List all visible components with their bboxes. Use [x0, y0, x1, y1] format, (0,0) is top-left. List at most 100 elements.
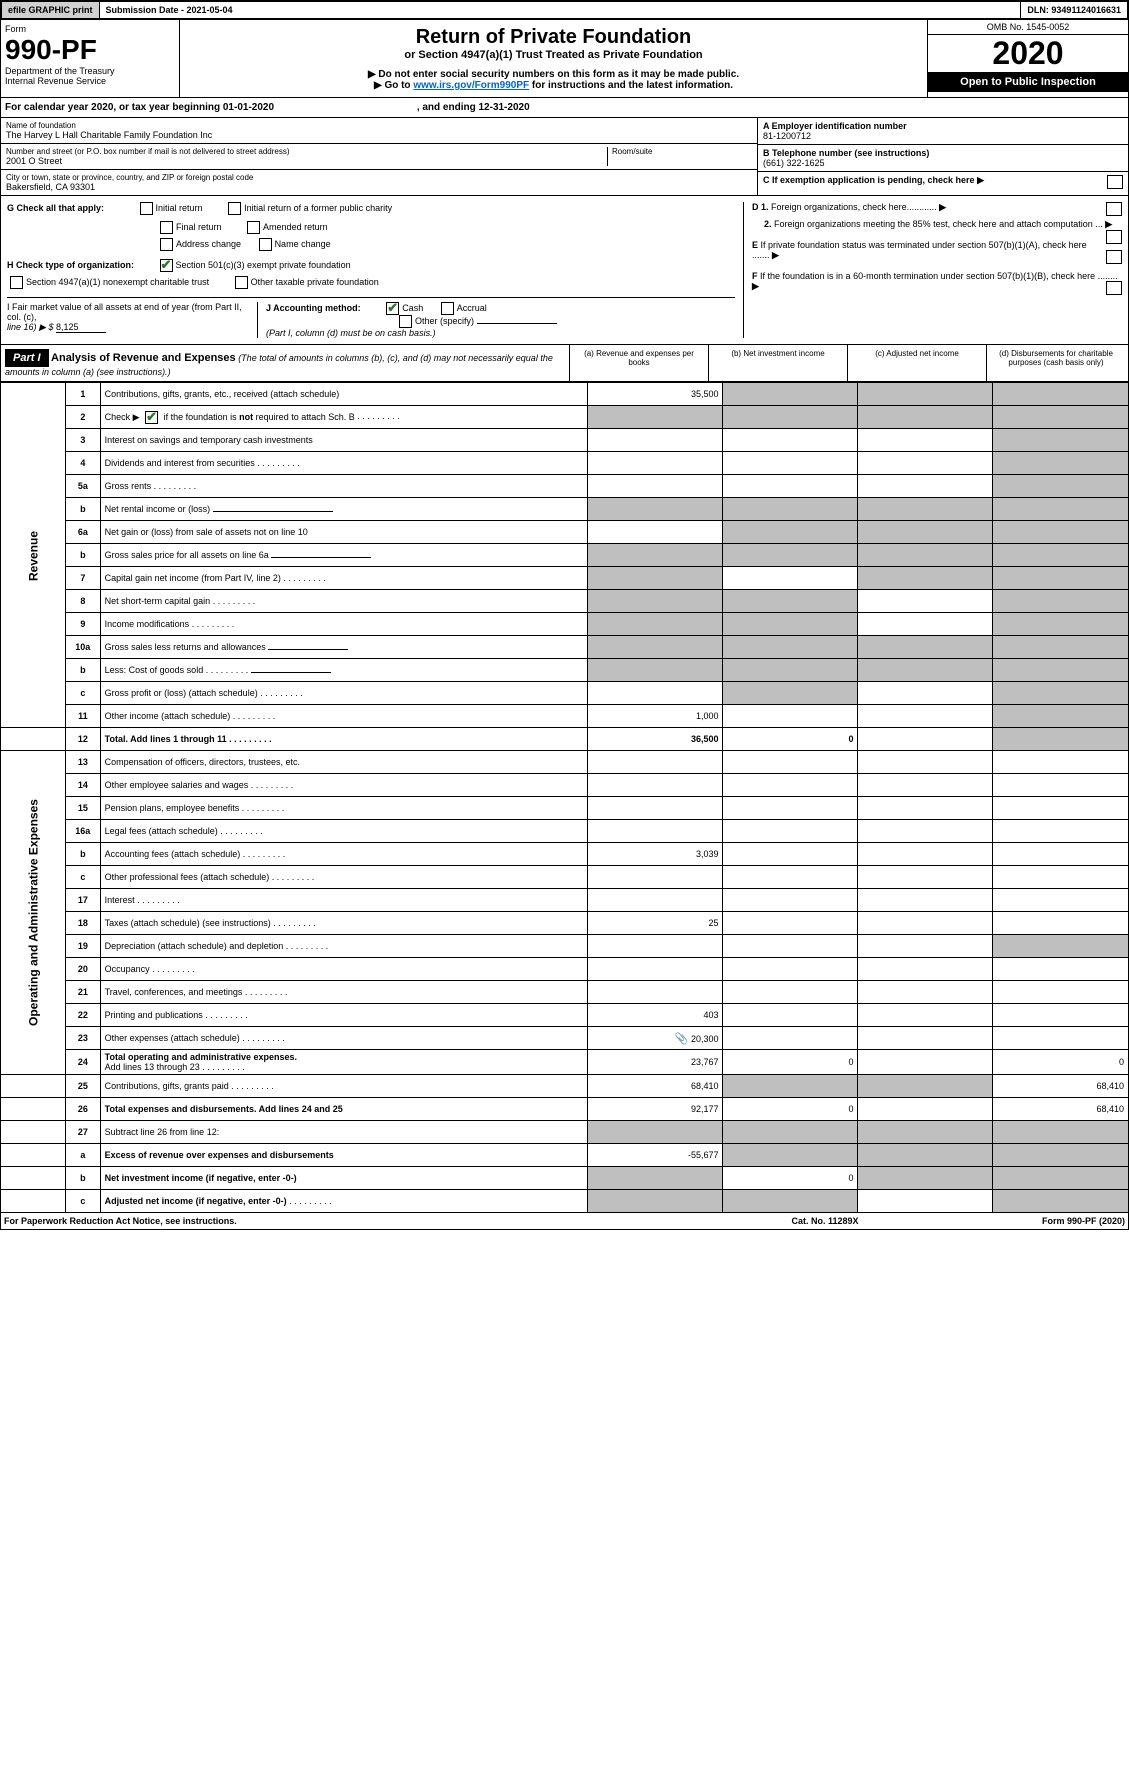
part1-title: Analysis of Revenue and Expenses [51, 352, 236, 364]
checkbox-amended[interactable] [247, 221, 260, 234]
h1-label: Section 501(c)(3) exempt private foundat… [176, 260, 351, 270]
line-24-a: 23,767 [587, 1050, 723, 1075]
year-block: OMB No. 1545-0052 2020 Open to Public In… [927, 20, 1128, 97]
cal-prefix: For calendar year 2020, or tax year begi… [5, 102, 220, 113]
checkbox-initial-former[interactable] [228, 202, 241, 215]
checkbox-initial-return[interactable] [140, 202, 153, 215]
line-23-desc: Other expenses (attach schedule) [105, 1033, 240, 1043]
g6-label: Name change [275, 239, 331, 249]
col-a-header: (a) Revenue and expenses per books [569, 345, 708, 381]
line-12-a: 36,500 [587, 728, 723, 751]
line-18-desc: Taxes (attach schedule) (see instruction… [105, 918, 271, 928]
name-label: Name of foundation [6, 121, 752, 130]
j1-label: Cash [402, 303, 423, 313]
checkbox-other-method[interactable] [399, 315, 412, 328]
checkbox-address-change[interactable] [160, 238, 173, 251]
line-12-desc: Total. Add lines 1 through 11 [105, 734, 227, 744]
part1-badge: Part I [5, 349, 49, 367]
line-9-desc: Income modifications [105, 619, 190, 629]
line-27a-desc: Excess of revenue over expenses and disb… [105, 1150, 334, 1160]
revenue-side-label: Revenue [1, 383, 66, 728]
page-footer: For Paperwork Reduction Act Notice, see … [0, 1213, 1129, 1230]
form-ref: Form 990-PF (2020) [925, 1216, 1125, 1226]
line-27-desc: Subtract line 26 from line 12: [100, 1121, 587, 1144]
irs-label: Internal Revenue Service [5, 76, 175, 86]
line-16b-desc: Accounting fees (attach schedule) [105, 849, 241, 859]
checkbox-cash[interactable] [386, 302, 399, 315]
col-c-header: (c) Adjusted net income [847, 345, 986, 381]
checkbox-section: G Check all that apply: Initial return I… [0, 196, 1129, 345]
city-label: City or town, state or province, country… [6, 173, 752, 182]
line-7-desc: Capital gain net income (from Part IV, l… [105, 573, 281, 583]
line-5b-desc: Net rental income or (loss) [105, 504, 211, 514]
checkbox-sch-b[interactable] [145, 411, 158, 424]
form-subtitle: or Section 4947(a)(1) Trust Treated as P… [186, 49, 921, 61]
line-26-d: 68,410 [993, 1098, 1129, 1121]
g1-label: Initial return [156, 203, 203, 213]
line-20-desc: Occupancy [105, 964, 150, 974]
c-label: C If exemption application is pending, c… [763, 175, 975, 185]
line-6b-desc: Gross sales price for all assets on line… [105, 550, 269, 560]
attachment-icon[interactable]: 📎 [675, 1033, 689, 1045]
line-24-b: 0 [723, 1050, 858, 1075]
line-8-desc: Net short-term capital gain [105, 596, 211, 606]
fmv-value: 8,125 [56, 322, 106, 333]
checkbox-final-return[interactable] [160, 221, 173, 234]
goto-suffix: for instructions and the latest informat… [532, 80, 733, 91]
line-24b-desc: Add lines 13 through 23 [105, 1062, 200, 1072]
line-19-desc: Depreciation (attach schedule) and deple… [105, 941, 284, 951]
checkbox-d2[interactable] [1106, 230, 1122, 244]
checkbox-name-change[interactable] [259, 238, 272, 251]
form-number: 990-PF [5, 34, 175, 66]
form-id-block: Form 990-PF Department of the Treasury I… [1, 20, 180, 97]
form-header: Form 990-PF Department of the Treasury I… [0, 20, 1129, 98]
ein-label: A Employer identification number [763, 121, 1123, 131]
ein-value: 81-1200712 [763, 131, 1123, 141]
g4-label: Amended return [263, 222, 328, 232]
j2-label: Accrual [457, 303, 487, 313]
checkbox-d1[interactable] [1106, 202, 1122, 216]
line-24-d: 0 [993, 1050, 1129, 1075]
line-23-a: 20,300 [691, 1034, 719, 1044]
line-27c-desc: Adjusted net income (if negative, enter … [105, 1196, 287, 1206]
col-b-header: (b) Net investment income [708, 345, 847, 381]
calendar-year-row: For calendar year 2020, or tax year begi… [0, 98, 1129, 118]
revenue-expenses-table: Revenue 1Contributions, gifts, grants, e… [0, 382, 1129, 1213]
g3-label: Final return [176, 222, 222, 232]
goto-line: ▶ Go to www.irs.gov/Form990PF for instru… [186, 80, 921, 91]
checkbox-c[interactable] [1107, 175, 1123, 189]
line-1-a: 35,500 [587, 383, 723, 406]
instructions-link[interactable]: www.irs.gov/Form990PF [413, 80, 529, 91]
line-25-a: 68,410 [587, 1075, 723, 1098]
line-18-a: 25 [587, 912, 723, 935]
j-note: (Part I, column (d) must be on cash basi… [266, 328, 735, 338]
cal-end: 12-31-2020 [478, 102, 529, 113]
checkbox-501c3[interactable] [160, 259, 173, 272]
line-25-desc: Contributions, gifts, grants paid [105, 1081, 229, 1091]
cal-begin: 01-01-2020 [223, 102, 274, 113]
line-16b-a: 3,039 [587, 843, 723, 866]
i-line16: line 16) ▶ $ [7, 322, 53, 332]
line-3-desc: Interest on savings and temporary cash i… [100, 429, 587, 452]
checkbox-e[interactable] [1106, 250, 1122, 264]
h2-label: Section 4947(a)(1) nonexempt charitable … [26, 277, 209, 287]
checkbox-accrual[interactable] [441, 302, 454, 315]
arrow-icon: ▶ [977, 175, 984, 185]
foundation-name: The Harvey L Hall Charitable Family Foun… [6, 130, 752, 140]
line-6a-desc: Net gain or (loss) from sale of assets n… [100, 521, 587, 544]
line-2-desc: if the foundation is not required to att… [164, 411, 355, 421]
col-d-header: (d) Disbursements for charitable purpose… [986, 345, 1125, 381]
checkbox-4947[interactable] [10, 276, 23, 289]
j-label: J Accounting method: [266, 303, 361, 313]
line-14-desc: Other employee salaries and wages [105, 780, 249, 790]
line-27b-desc: Net investment income (if negative, ente… [105, 1173, 297, 1183]
tax-year: 2020 [928, 35, 1128, 72]
checkbox-f[interactable] [1106, 281, 1122, 295]
line-22-a: 403 [587, 1004, 723, 1027]
line-26-a: 92,177 [587, 1098, 723, 1121]
line-26-desc: Total expenses and disbursements. Add li… [105, 1104, 343, 1114]
checkbox-other-taxable[interactable] [235, 276, 248, 289]
header-bar: efile GRAPHIC print Submission Date - 20… [0, 0, 1129, 20]
omb-number: OMB No. 1545-0052 [928, 20, 1128, 35]
g5-label: Address change [176, 239, 241, 249]
